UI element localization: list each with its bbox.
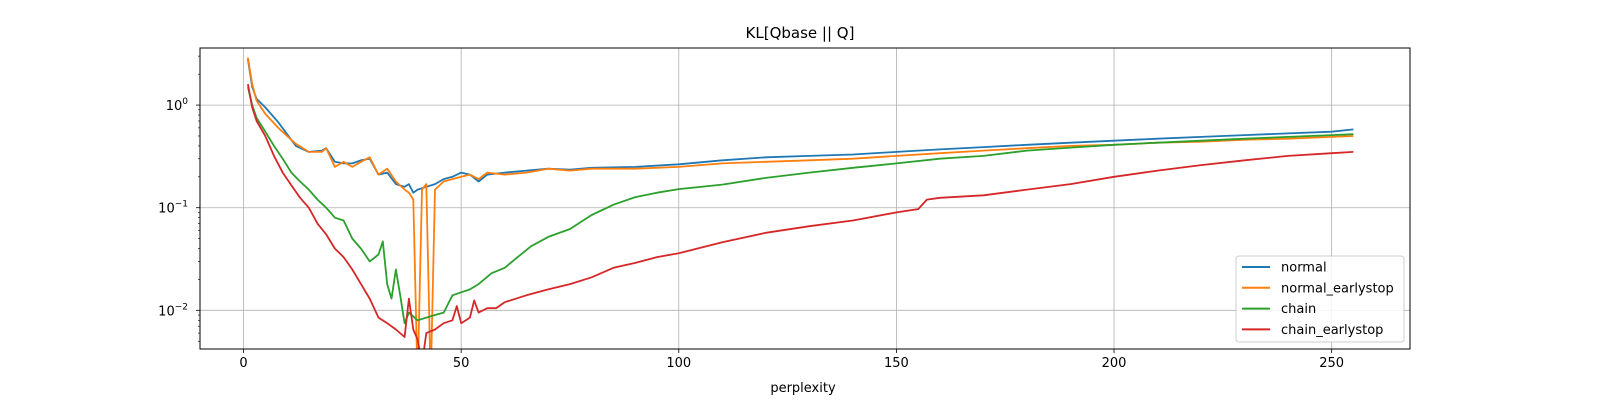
legend-label: chain xyxy=(1281,302,1316,317)
legend-label: normal_earlystop xyxy=(1281,281,1394,296)
x-tick-label: 250 xyxy=(1319,356,1344,371)
series-line-chain_earlystop xyxy=(247,83,1354,349)
plot-frame xyxy=(199,47,1411,350)
x-axis: 0 50 100 150 200 250 xyxy=(239,349,1344,371)
x-tick-label: 100 xyxy=(666,356,691,371)
series-line-normal_earlystop xyxy=(247,57,1354,349)
y-axis: 10−2 10−1 100 xyxy=(158,55,200,342)
plot-area xyxy=(247,57,1354,349)
x-axis-label: perplexity xyxy=(770,381,836,396)
x-tick-label: 50 xyxy=(453,356,470,371)
legend-label: chain_earlystop xyxy=(1281,323,1383,338)
y-tick-label: 10−2 xyxy=(158,302,188,319)
x-tick-label: 150 xyxy=(884,356,909,371)
chart-title: KL[Qbase || Q] xyxy=(746,24,855,42)
x-tick-label: 200 xyxy=(1102,356,1127,371)
x-tick-label: 0 xyxy=(239,356,247,371)
y-tick-label: 10−1 xyxy=(158,200,188,217)
grid xyxy=(200,48,1410,349)
y-tick-label: 100 xyxy=(166,97,189,114)
series-line-chain xyxy=(247,86,1354,325)
legend-box xyxy=(1235,255,1405,343)
legend-label: normal xyxy=(1281,261,1327,276)
series-line-normal xyxy=(247,59,1354,194)
